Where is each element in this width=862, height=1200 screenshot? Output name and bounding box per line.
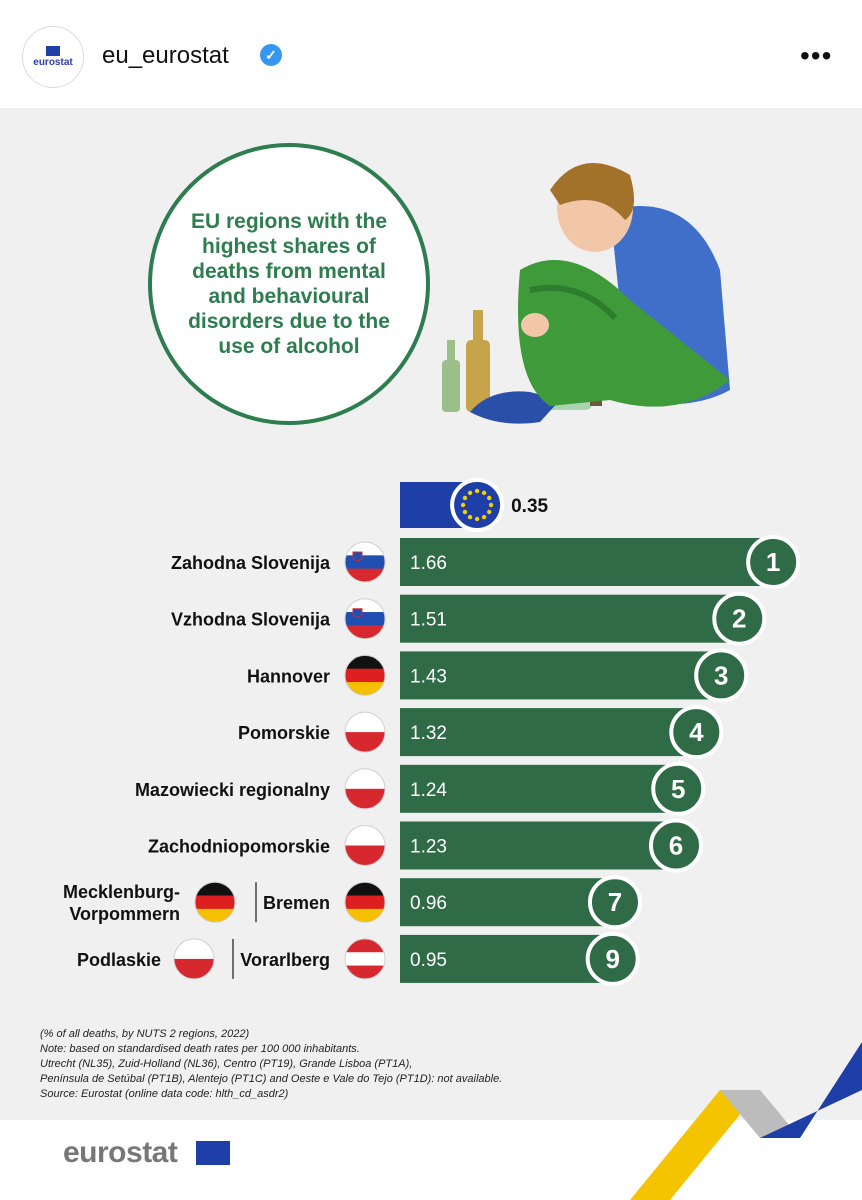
eu-star	[462, 495, 468, 501]
rank-badge	[746, 535, 801, 589]
eu-star	[474, 516, 480, 522]
rank-badge	[669, 705, 724, 760]
bar-value-label: 0.95	[410, 950, 447, 971]
rank-label: 7	[608, 887, 622, 917]
bar	[400, 708, 699, 757]
region-label: Vzhodna Slovenija	[171, 610, 331, 630]
poland-flag-icon	[344, 711, 386, 753]
eu-average-value-label: 0.35	[511, 496, 548, 517]
note-line: (% of all deaths, by NUTS 2 regions, 202…	[40, 1028, 250, 1040]
eu-star	[474, 488, 480, 494]
rank-label: 5	[671, 774, 685, 804]
region-label: Zachodniopomorskie	[148, 837, 330, 857]
eurostat-logo: eurostat	[63, 1136, 178, 1169]
bar	[400, 934, 615, 983]
poland-flag-icon	[344, 825, 386, 866]
sitting-person-with-bottles-illustration	[442, 163, 730, 424]
eu-flag-icon	[196, 1141, 230, 1165]
bar-value-label: 1.24	[410, 780, 447, 801]
bar-value-label: 1.32	[410, 723, 447, 744]
region-label: Mazowiecki regionalny	[135, 780, 330, 800]
post-header: eurostat eu_eurostat ✓ •••	[0, 0, 862, 108]
bar	[400, 764, 681, 813]
poland-flag-icon	[344, 768, 386, 810]
eu-star	[462, 509, 468, 515]
bar-value-label: 1.23	[410, 837, 447, 858]
account-name[interactable]: eu_eurostat	[102, 42, 229, 69]
austria-flag-icon	[344, 938, 386, 980]
bar	[400, 594, 742, 643]
region-label: Vorarlberg	[240, 950, 330, 970]
rank-badge	[585, 931, 640, 986]
region-label: Hannover	[247, 666, 330, 686]
region-label: Mecklenburg-	[63, 882, 180, 902]
poland-flag-icon	[173, 938, 215, 980]
eu-star	[467, 514, 473, 520]
bar-chart: 0.35 1.66 1 Zahodna Slovenija 1.51 2 Vzhodna S…	[63, 478, 801, 986]
bar-value-label: 1.66	[410, 553, 447, 574]
eu-star	[467, 490, 473, 496]
rank-badge	[648, 818, 703, 873]
more-options-icon[interactable]: •••	[800, 40, 833, 71]
bar	[400, 538, 776, 586]
region-label: Pomorskie	[238, 723, 330, 743]
germany-flag-icon	[194, 881, 236, 923]
verified-badge-icon: ✓	[260, 44, 282, 66]
rank-label: 4	[689, 717, 704, 747]
note-line: Península de Setúbal (PT1B), Alentejo (P…	[40, 1073, 503, 1085]
slovenia-flag-icon	[344, 541, 386, 583]
avatar-logo-text: eurostat	[33, 57, 73, 68]
account-avatar[interactable]: eurostat	[22, 26, 84, 88]
decorative-ribbons	[630, 1042, 862, 1200]
person-icon	[470, 163, 730, 424]
eu-star	[487, 509, 492, 515]
region-label: Podlaskie	[77, 950, 161, 970]
bar	[400, 651, 724, 700]
eu-flag-icon	[46, 46, 60, 56]
eu-star	[487, 495, 492, 501]
rank-badge	[587, 875, 642, 930]
eu-star	[481, 490, 487, 496]
bar-value-label: 1.51	[410, 610, 447, 631]
rank-badge	[712, 591, 767, 646]
bar-value-label: 0.96	[410, 893, 447, 914]
note-line: Source: Eurostat (online data code: hlth…	[40, 1088, 289, 1100]
rank-badge	[694, 648, 749, 703]
rank-label: 6	[669, 831, 683, 861]
eu-star	[481, 514, 487, 520]
eu-star	[460, 502, 466, 508]
rank-label: 3	[714, 660, 728, 690]
region-label: Vorpommern	[69, 904, 180, 924]
eu-flag-icon	[450, 478, 505, 532]
slovenia-flag-icon	[344, 598, 386, 640]
region-label: Bremen	[263, 893, 330, 913]
bar	[400, 878, 617, 927]
region-label: Zahodna Slovenija	[171, 553, 331, 573]
infographic-title-badge: EU regions with the highest shares of de…	[148, 143, 430, 425]
bar-value-label: 1.43	[410, 666, 447, 687]
note-line: Note: based on standardised death rates …	[40, 1043, 360, 1055]
infographic-title: EU regions with the highest shares of de…	[188, 210, 390, 358]
germany-flag-icon	[344, 654, 386, 696]
rank-label: 9	[605, 944, 619, 974]
bar	[400, 821, 678, 870]
chart-notes: (% of all deaths, by NUTS 2 regions, 202…	[40, 1027, 600, 1102]
rank-label: 1	[766, 547, 780, 577]
rank-label: 2	[732, 604, 746, 634]
note-line: Utrecht (NL35), Zuid-Holland (NL36), Cen…	[40, 1058, 413, 1070]
rank-badge	[651, 761, 706, 816]
germany-flag-icon	[344, 881, 386, 923]
eu-star	[488, 502, 494, 508]
